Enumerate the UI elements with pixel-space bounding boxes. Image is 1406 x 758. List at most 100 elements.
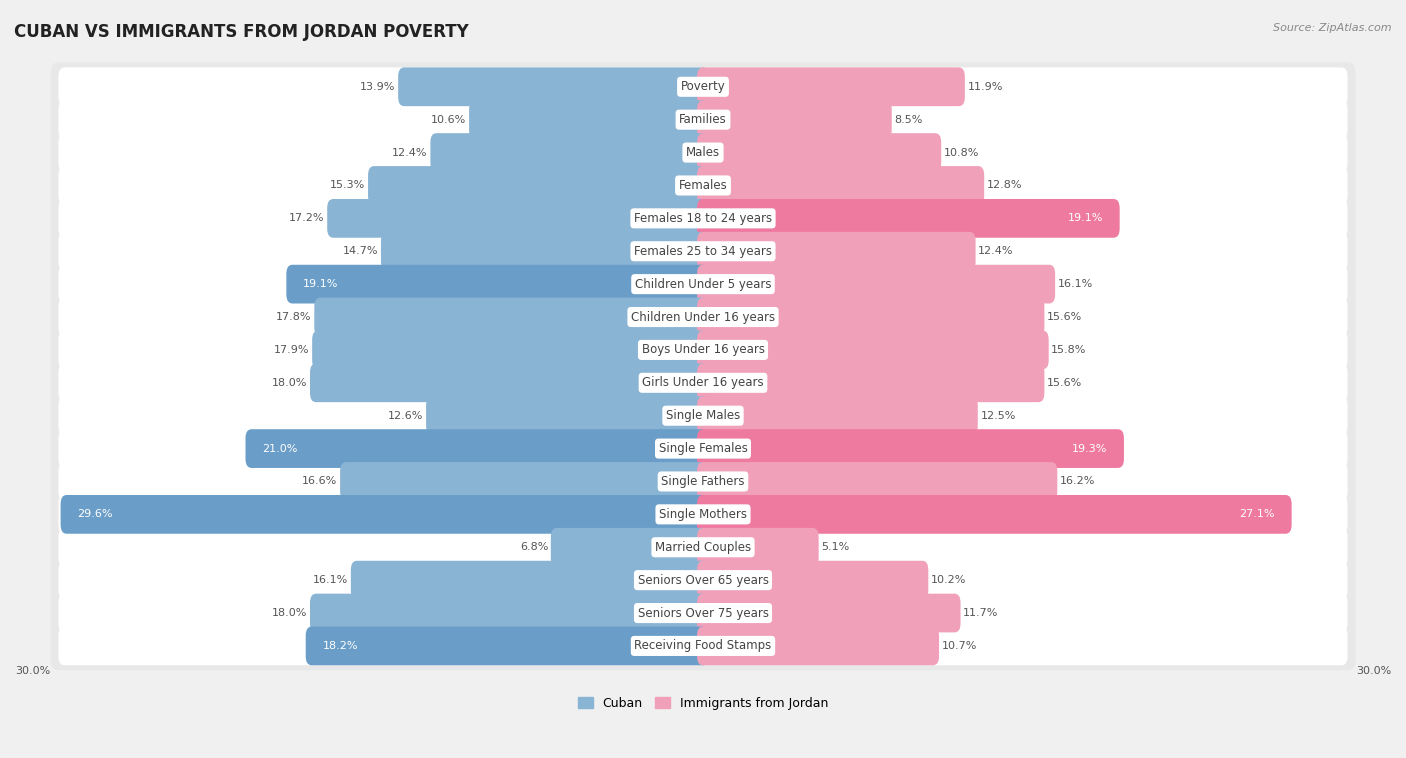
FancyBboxPatch shape: [697, 462, 1057, 501]
Text: 29.6%: 29.6%: [77, 509, 112, 519]
FancyBboxPatch shape: [430, 133, 709, 172]
FancyBboxPatch shape: [51, 293, 1355, 341]
FancyBboxPatch shape: [59, 100, 1347, 139]
Text: 12.6%: 12.6%: [388, 411, 423, 421]
FancyBboxPatch shape: [59, 429, 1347, 468]
Text: 30.0%: 30.0%: [1355, 666, 1391, 675]
FancyBboxPatch shape: [697, 528, 818, 567]
Text: 6.8%: 6.8%: [520, 542, 548, 553]
FancyBboxPatch shape: [51, 622, 1355, 670]
FancyBboxPatch shape: [328, 199, 709, 238]
FancyBboxPatch shape: [309, 363, 709, 402]
FancyBboxPatch shape: [426, 396, 709, 435]
Text: Females 18 to 24 years: Females 18 to 24 years: [634, 211, 772, 225]
FancyBboxPatch shape: [368, 166, 709, 205]
Text: 18.0%: 18.0%: [271, 608, 308, 618]
FancyBboxPatch shape: [59, 133, 1347, 172]
FancyBboxPatch shape: [59, 561, 1347, 600]
FancyBboxPatch shape: [59, 462, 1347, 501]
FancyBboxPatch shape: [340, 462, 709, 501]
FancyBboxPatch shape: [697, 232, 976, 271]
Text: 18.2%: 18.2%: [322, 641, 359, 651]
Text: 16.6%: 16.6%: [302, 477, 337, 487]
Text: Single Fathers: Single Fathers: [661, 475, 745, 488]
FancyBboxPatch shape: [51, 161, 1355, 210]
FancyBboxPatch shape: [697, 133, 941, 172]
FancyBboxPatch shape: [697, 67, 965, 106]
Text: Seniors Over 65 years: Seniors Over 65 years: [637, 574, 769, 587]
FancyBboxPatch shape: [697, 594, 960, 632]
Text: 17.9%: 17.9%: [274, 345, 309, 355]
Text: 15.6%: 15.6%: [1047, 377, 1083, 388]
FancyBboxPatch shape: [59, 67, 1347, 106]
Text: Males: Males: [686, 146, 720, 159]
Text: 10.8%: 10.8%: [943, 148, 979, 158]
Text: 10.6%: 10.6%: [432, 114, 467, 124]
Text: Seniors Over 75 years: Seniors Over 75 years: [637, 606, 769, 619]
Text: 10.7%: 10.7%: [942, 641, 977, 651]
Text: Single Mothers: Single Mothers: [659, 508, 747, 521]
FancyBboxPatch shape: [59, 265, 1347, 303]
Text: Married Couples: Married Couples: [655, 540, 751, 554]
Text: CUBAN VS IMMIGRANTS FROM JORDAN POVERTY: CUBAN VS IMMIGRANTS FROM JORDAN POVERTY: [14, 23, 468, 41]
FancyBboxPatch shape: [352, 561, 709, 600]
Text: 12.4%: 12.4%: [979, 246, 1014, 256]
FancyBboxPatch shape: [312, 330, 709, 369]
FancyBboxPatch shape: [398, 67, 709, 106]
Legend: Cuban, Immigrants from Jordan: Cuban, Immigrants from Jordan: [572, 692, 834, 715]
Text: 15.8%: 15.8%: [1052, 345, 1087, 355]
Text: Children Under 5 years: Children Under 5 years: [634, 277, 772, 290]
FancyBboxPatch shape: [59, 594, 1347, 632]
Text: 11.9%: 11.9%: [967, 82, 1002, 92]
FancyBboxPatch shape: [51, 424, 1355, 473]
Text: 11.7%: 11.7%: [963, 608, 998, 618]
FancyBboxPatch shape: [59, 199, 1347, 238]
FancyBboxPatch shape: [697, 495, 1292, 534]
Text: Females 25 to 34 years: Females 25 to 34 years: [634, 245, 772, 258]
FancyBboxPatch shape: [59, 363, 1347, 402]
FancyBboxPatch shape: [246, 429, 709, 468]
FancyBboxPatch shape: [697, 429, 1123, 468]
Text: 15.3%: 15.3%: [330, 180, 366, 190]
FancyBboxPatch shape: [305, 627, 709, 666]
FancyBboxPatch shape: [51, 359, 1355, 407]
Text: 12.5%: 12.5%: [980, 411, 1015, 421]
Text: 16.1%: 16.1%: [314, 575, 349, 585]
FancyBboxPatch shape: [51, 62, 1355, 111]
Text: 8.5%: 8.5%: [894, 114, 922, 124]
FancyBboxPatch shape: [697, 166, 984, 205]
FancyBboxPatch shape: [59, 232, 1347, 271]
FancyBboxPatch shape: [51, 325, 1355, 374]
Text: 19.1%: 19.1%: [304, 279, 339, 289]
Text: 12.8%: 12.8%: [987, 180, 1022, 190]
Text: Girls Under 16 years: Girls Under 16 years: [643, 376, 763, 390]
Text: 17.8%: 17.8%: [276, 312, 312, 322]
FancyBboxPatch shape: [59, 627, 1347, 666]
FancyBboxPatch shape: [51, 227, 1355, 276]
Text: 19.3%: 19.3%: [1071, 443, 1107, 453]
FancyBboxPatch shape: [51, 589, 1355, 637]
Text: Females: Females: [679, 179, 727, 192]
FancyBboxPatch shape: [697, 298, 1045, 337]
Text: 17.2%: 17.2%: [290, 213, 325, 224]
FancyBboxPatch shape: [59, 396, 1347, 435]
FancyBboxPatch shape: [51, 523, 1355, 572]
FancyBboxPatch shape: [697, 199, 1119, 238]
FancyBboxPatch shape: [697, 561, 928, 600]
Text: Receiving Food Stamps: Receiving Food Stamps: [634, 640, 772, 653]
Text: Poverty: Poverty: [681, 80, 725, 93]
Text: 14.7%: 14.7%: [343, 246, 378, 256]
Text: 15.6%: 15.6%: [1047, 312, 1083, 322]
Text: Boys Under 16 years: Boys Under 16 years: [641, 343, 765, 356]
Text: 18.0%: 18.0%: [271, 377, 308, 388]
Text: 10.2%: 10.2%: [931, 575, 966, 585]
FancyBboxPatch shape: [51, 194, 1355, 243]
Text: Families: Families: [679, 113, 727, 126]
FancyBboxPatch shape: [315, 298, 709, 337]
Text: Single Females: Single Females: [658, 442, 748, 455]
FancyBboxPatch shape: [59, 495, 1347, 534]
Text: 12.4%: 12.4%: [392, 148, 427, 158]
FancyBboxPatch shape: [697, 363, 1045, 402]
FancyBboxPatch shape: [551, 528, 709, 567]
FancyBboxPatch shape: [697, 330, 1049, 369]
